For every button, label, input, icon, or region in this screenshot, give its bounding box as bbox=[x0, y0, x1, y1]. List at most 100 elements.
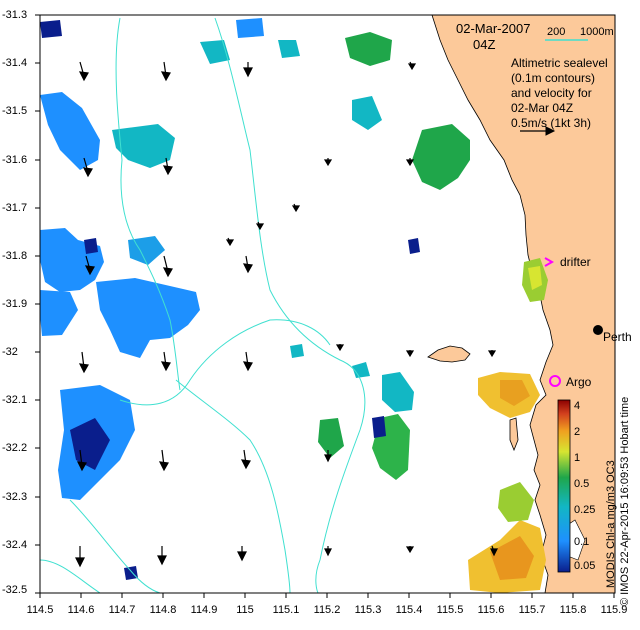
y-tick-label: -32 bbox=[2, 346, 18, 358]
chl-patch bbox=[412, 124, 470, 190]
scale-bar-left-label: 200 bbox=[547, 26, 566, 38]
drifter-label: drifter bbox=[560, 255, 591, 269]
y-tick-label: -32.3 bbox=[2, 491, 28, 503]
velocity-arrow bbox=[157, 546, 167, 566]
garden-island bbox=[509, 417, 519, 452]
colorbar-tick: 4 bbox=[574, 400, 581, 412]
x-tick-label: 115.4 bbox=[395, 604, 423, 616]
velocity-arrow bbox=[225, 237, 235, 247]
chl-patch bbox=[408, 238, 420, 254]
x-tick-label: 115.1 bbox=[272, 604, 300, 616]
y-tick-label: -31.9 bbox=[2, 298, 28, 310]
x-tick-label: 114.8 bbox=[149, 604, 177, 616]
x-tick-label: 114.5 bbox=[26, 604, 54, 616]
argo-marker bbox=[549, 375, 561, 387]
chl-patch bbox=[128, 236, 165, 265]
chl-patch bbox=[40, 20, 62, 38]
scale-bar-right-label: 1000m bbox=[580, 26, 614, 38]
x-tick-label: 115.3 bbox=[354, 604, 382, 616]
velocity-arrow bbox=[158, 449, 169, 472]
velocity-arrow bbox=[324, 450, 332, 463]
chl-patch bbox=[96, 278, 200, 358]
velocity-arrow bbox=[237, 546, 247, 562]
chl-patch bbox=[124, 566, 138, 580]
chl-patch bbox=[352, 96, 382, 130]
chl-patch bbox=[352, 362, 370, 378]
info-line-1: Altimetric sealevel bbox=[511, 56, 608, 70]
y-tick-label: -31.8 bbox=[2, 250, 28, 262]
chl-patch bbox=[40, 290, 78, 336]
velocity-arrow bbox=[75, 546, 85, 568]
chl-patch bbox=[372, 416, 386, 438]
velocity-arrow bbox=[240, 449, 251, 470]
x-tick-label: 115.7 bbox=[518, 604, 546, 616]
x-tick-label: 115.8 bbox=[559, 604, 587, 616]
velocity-reference-arrow bbox=[520, 126, 556, 136]
velocity-arrow bbox=[323, 158, 333, 167]
velocity-arrow bbox=[291, 203, 301, 213]
rottnest-island bbox=[427, 345, 471, 363]
velocity-arrow bbox=[405, 158, 415, 167]
drifter-marker bbox=[544, 257, 555, 267]
x-tick-label: 114.7 bbox=[108, 604, 136, 616]
y-tick-label: -31.5 bbox=[2, 105, 28, 117]
info-line-5: 0.5m/s (1kt 3h) bbox=[511, 116, 592, 130]
chl-patch bbox=[345, 32, 392, 66]
chl-patch bbox=[382, 372, 414, 412]
sealevel-contours bbox=[39, 17, 366, 594]
chl-patch bbox=[40, 92, 100, 170]
chl-patch bbox=[490, 536, 534, 580]
x-tick-label: 115.6 bbox=[477, 604, 505, 616]
colorbar-tick: 2 bbox=[574, 426, 581, 438]
chl-patch bbox=[528, 266, 542, 290]
y-tick-label: -31.7 bbox=[2, 202, 28, 214]
velocity-arrow bbox=[76, 449, 87, 472]
x-tick-label: 115 bbox=[236, 604, 254, 616]
velocity-arrow bbox=[84, 255, 95, 276]
velocity-arrow bbox=[243, 62, 253, 78]
info-line-3: and velocity for bbox=[511, 86, 592, 100]
colorbar-tick: 0.05 bbox=[574, 560, 596, 572]
chl-patch bbox=[84, 238, 98, 254]
x-tick-label: 114.9 bbox=[190, 604, 218, 616]
velocity-arrow bbox=[162, 255, 173, 278]
chl-patch bbox=[278, 40, 300, 58]
velocity-arrows bbox=[75, 61, 498, 568]
chl-patch bbox=[290, 344, 304, 358]
argo-label: Argo bbox=[566, 375, 592, 389]
map-time: 04Z bbox=[473, 37, 496, 52]
info-line-2: (0.1m contours) bbox=[511, 71, 596, 85]
tick-marks bbox=[35, 14, 615, 598]
x-tick-label: 115.5 bbox=[436, 604, 464, 616]
velocity-arrow bbox=[242, 255, 253, 274]
velocity-arrow bbox=[160, 61, 171, 82]
colorbar-tick: 0.25 bbox=[574, 504, 596, 516]
chlorophyll-layer bbox=[40, 18, 548, 593]
y-tick-label: -32.1 bbox=[2, 394, 28, 406]
velocity-arrow bbox=[82, 157, 93, 178]
map-date: 02-Mar-2007 bbox=[456, 21, 531, 36]
velocity-arrow bbox=[160, 351, 171, 372]
velocity-arrow bbox=[78, 61, 89, 82]
velocity-arrow bbox=[324, 546, 332, 557]
chl-patch bbox=[70, 418, 110, 470]
chl-patch bbox=[236, 18, 264, 38]
y-tick-label: -31.6 bbox=[2, 154, 28, 166]
chl-patch bbox=[112, 124, 175, 168]
y-tick-label: -32.4 bbox=[2, 539, 28, 551]
chl-patch bbox=[498, 482, 534, 522]
colorbar-title: MODIS Chl-a mg/m3 OC3 bbox=[605, 460, 617, 588]
velocity-arrow bbox=[242, 351, 253, 372]
perth-label: Perth bbox=[603, 330, 632, 344]
velocity-arrow bbox=[335, 344, 345, 352]
y-tick-label: -32.5 bbox=[2, 584, 28, 596]
velocity-arrow bbox=[255, 221, 265, 231]
velocity-arrow bbox=[490, 545, 498, 557]
velocity-arrow bbox=[405, 350, 415, 358]
chl-patch bbox=[500, 380, 530, 406]
x-tick-label: 115.9 bbox=[600, 604, 628, 616]
colorbar-tick: 0.1 bbox=[574, 536, 590, 548]
chl-patch bbox=[200, 40, 230, 64]
credit-text: © IMOS 22-Apr-2015 16:09:53 Hobart time bbox=[619, 396, 631, 606]
